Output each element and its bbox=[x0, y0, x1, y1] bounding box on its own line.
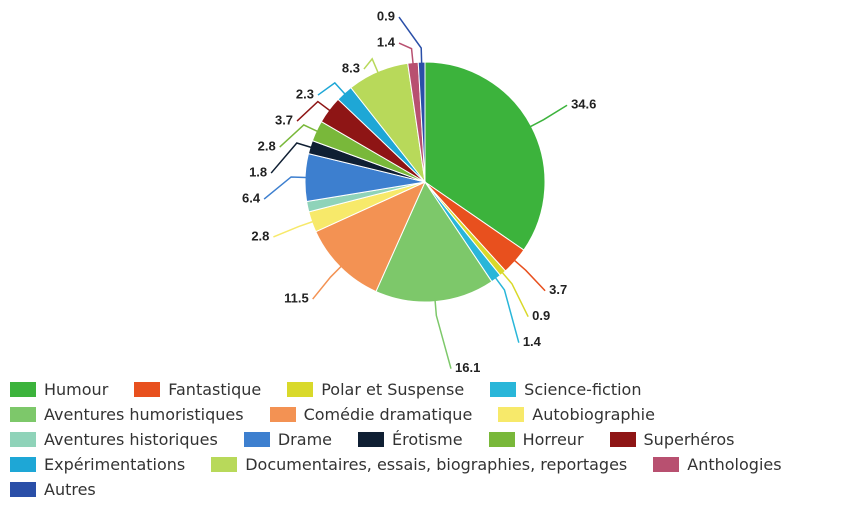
legend-item: Horreur bbox=[488, 430, 584, 449]
data-label: 2.3 bbox=[296, 87, 314, 102]
leader-line bbox=[273, 219, 316, 238]
legend-item: Humour bbox=[10, 380, 108, 399]
legend-swatch bbox=[653, 457, 680, 472]
legend-item: Comédie dramatique bbox=[269, 405, 473, 424]
legend-item: Polar et Suspense bbox=[287, 380, 464, 399]
legend-item: Science-fiction bbox=[490, 380, 641, 399]
legend-label: Superhéros bbox=[643, 430, 735, 449]
legend-label: Aventures historiques bbox=[44, 430, 218, 449]
data-label: 2.8 bbox=[258, 139, 276, 154]
legend-swatch bbox=[10, 382, 36, 397]
legend-label: Horreur bbox=[522, 430, 584, 449]
leader-line bbox=[279, 124, 321, 148]
leader-line bbox=[511, 257, 546, 292]
legend-swatch bbox=[10, 457, 36, 472]
leader-line bbox=[263, 176, 310, 200]
leader-line bbox=[312, 263, 344, 300]
legend-swatch bbox=[269, 407, 296, 422]
legend-label: Érotisme bbox=[392, 430, 463, 449]
legend-item: Anthologies bbox=[653, 455, 782, 474]
legend-label: Humour bbox=[44, 380, 109, 399]
legend-label: Comédie dramatique bbox=[303, 405, 473, 424]
legend-item: Aventures humoristiques bbox=[10, 405, 244, 424]
data-label: 6.4 bbox=[242, 191, 261, 206]
legend-swatch bbox=[498, 407, 525, 422]
legend-item: Autres bbox=[10, 480, 96, 499]
data-label: 11.5 bbox=[284, 290, 309, 305]
data-label: 3.7 bbox=[549, 282, 567, 297]
legend-item: Autobiographie bbox=[498, 405, 655, 424]
legend-item: Drame bbox=[243, 430, 332, 449]
leader-line bbox=[434, 297, 452, 369]
legend-swatch bbox=[488, 432, 515, 447]
data-label: 3.7 bbox=[275, 113, 293, 128]
legend-label: Anthologies bbox=[687, 455, 782, 474]
legend-item: Aventures historiques bbox=[10, 430, 218, 449]
data-label: 16.1 bbox=[455, 360, 480, 375]
legend-label: Aventures humoristiques bbox=[44, 405, 244, 424]
legend-swatch bbox=[490, 382, 517, 397]
leader-line bbox=[499, 269, 529, 318]
legend-item: Documentaires, essais, biographies, repo… bbox=[211, 455, 627, 474]
legend-label: Expérimentations bbox=[44, 455, 186, 474]
legend-swatch bbox=[287, 382, 314, 397]
legend-swatch bbox=[134, 382, 161, 397]
leader-line bbox=[363, 57, 380, 76]
data-label: 0.9 bbox=[532, 308, 550, 323]
legend-swatch bbox=[358, 432, 384, 447]
data-label: 1.4 bbox=[377, 35, 396, 50]
legend-label: Polar et Suspense bbox=[321, 380, 465, 399]
data-label: 2.8 bbox=[251, 228, 269, 243]
legend-item: Érotisme bbox=[358, 430, 463, 449]
data-label: 0.9 bbox=[377, 9, 395, 24]
legend-label: Science-fiction bbox=[524, 380, 642, 399]
legend-swatch bbox=[243, 432, 270, 447]
legend-item: Superhéros bbox=[609, 430, 735, 449]
leader-line bbox=[527, 104, 568, 129]
data-label: 34.6 bbox=[571, 97, 596, 112]
chart: 34.63.70.91.416.111.52.86.41.82.83.72.38… bbox=[242, 9, 596, 375]
data-label: 1.8 bbox=[249, 165, 267, 180]
legend-label: Fantastique bbox=[168, 380, 262, 399]
leader-line bbox=[317, 81, 348, 97]
leader-line bbox=[398, 42, 415, 67]
legend-swatch bbox=[10, 432, 36, 447]
legend-swatch bbox=[609, 432, 636, 447]
leader-line bbox=[296, 100, 333, 122]
data-label: 8.3 bbox=[342, 61, 360, 76]
legend-label: Autobiographie bbox=[532, 405, 655, 424]
legend-item: Fantastique bbox=[134, 380, 261, 399]
data-label: 1.4 bbox=[523, 334, 542, 349]
legend-label: Documentaires, essais, biographies, repo… bbox=[245, 455, 628, 474]
legend-item: Expérimentations bbox=[10, 455, 185, 474]
leader-line bbox=[270, 142, 315, 174]
legend: Humour Fantastique Polar et Suspense Scienc… bbox=[10, 380, 840, 499]
legend-swatch bbox=[10, 407, 36, 422]
legend-swatch bbox=[10, 482, 36, 497]
legend-label: Autres bbox=[44, 480, 96, 499]
legend-swatch bbox=[211, 457, 238, 472]
leader-line bbox=[493, 274, 520, 343]
legend-label: Drame bbox=[277, 430, 332, 449]
leader-line bbox=[398, 16, 423, 67]
